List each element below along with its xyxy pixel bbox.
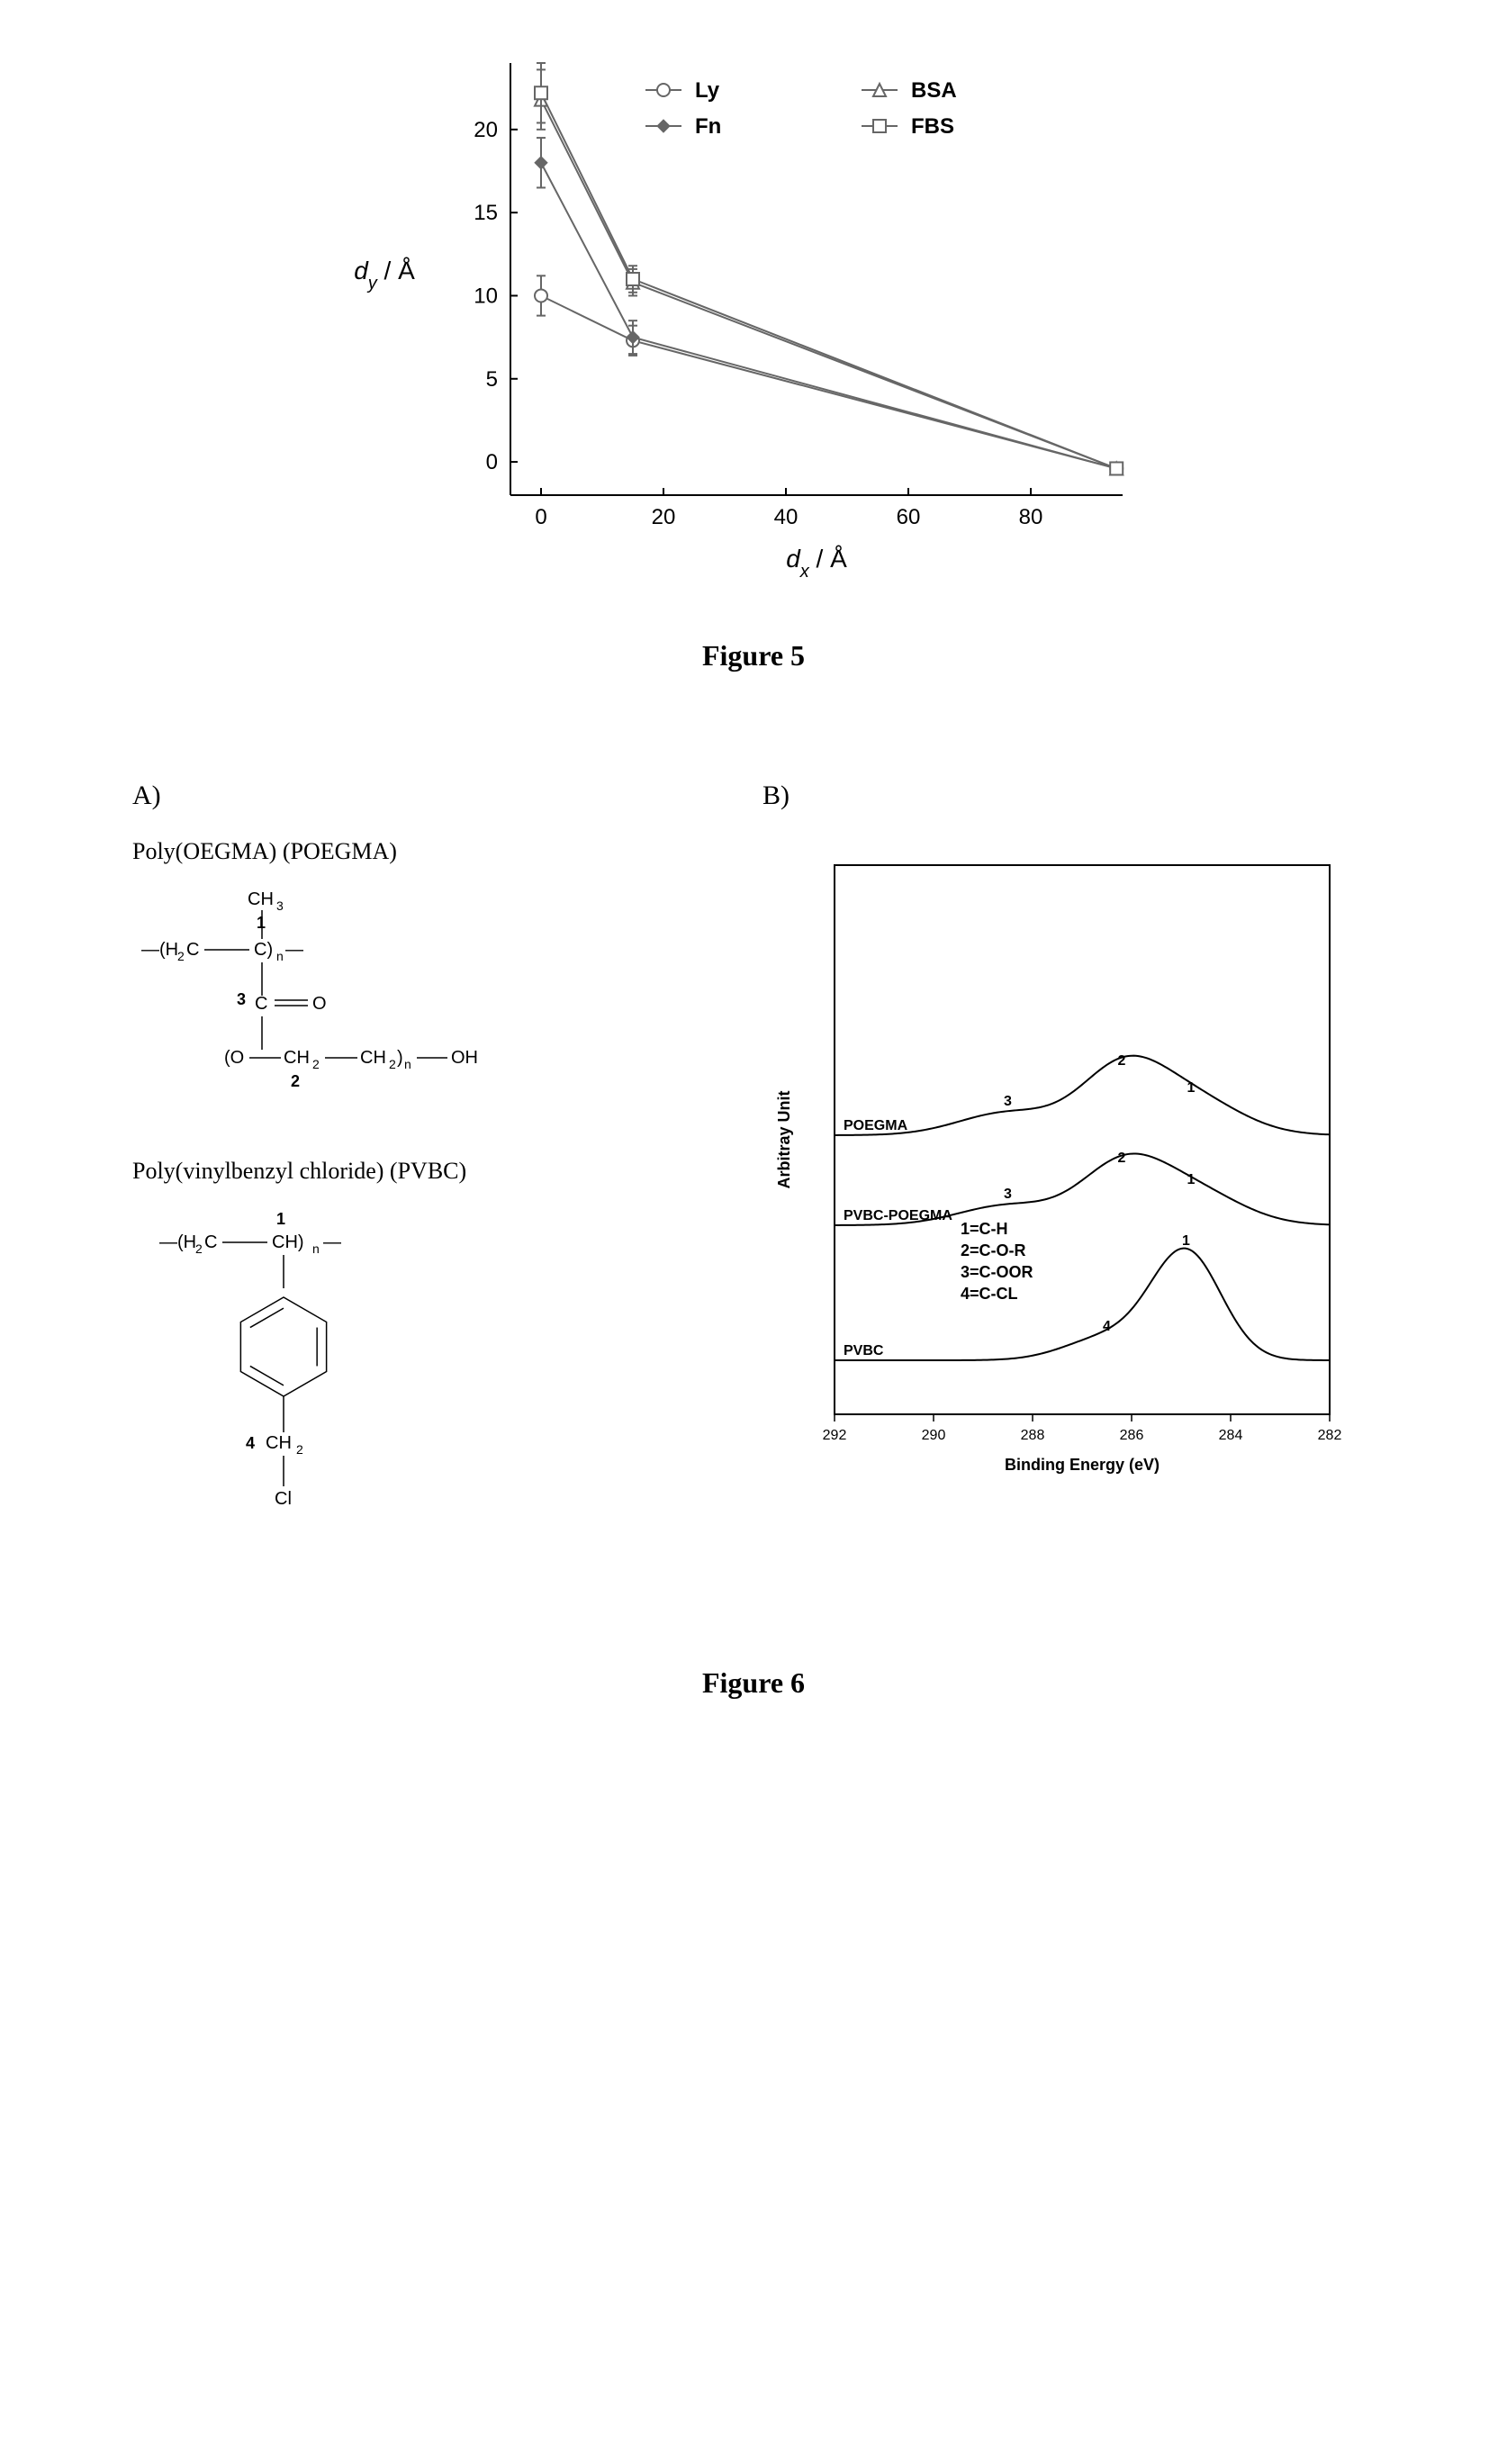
svg-text:n: n	[276, 949, 284, 963]
svg-text:2: 2	[195, 1241, 203, 1256]
polymer-2-structure: —(H2CCH)n—14CH2Cl	[132, 1203, 690, 1585]
svg-text:288: 288	[1021, 1428, 1045, 1443]
polymer-1-title: Poly(OEGMA) (POEGMA)	[132, 838, 690, 865]
svg-text:C: C	[204, 1232, 217, 1252]
svg-text:1: 1	[257, 914, 266, 932]
svg-text:2: 2	[1118, 1151, 1126, 1166]
svg-text:3: 3	[237, 990, 246, 1008]
svg-text:Cl: Cl	[275, 1489, 292, 1509]
svg-text:—: —	[285, 940, 303, 960]
svg-text:OH: OH	[451, 1048, 478, 1068]
svg-text:CH: CH	[248, 889, 274, 909]
svg-text:1: 1	[276, 1210, 285, 1228]
poegma-structure-svg: —(H2CC)n—1CH33CO(OCH2CH2)nOH2	[132, 883, 600, 1117]
svg-text:FBS: FBS	[911, 114, 954, 139]
svg-text:0: 0	[535, 505, 546, 529]
panel-a-label: A)	[132, 781, 690, 811]
svg-text:2=C-O-R: 2=C-O-R	[961, 1241, 1026, 1259]
svg-text:—: —	[323, 1232, 341, 1252]
svg-text:POEGMA: POEGMA	[844, 1118, 908, 1133]
svg-text:4: 4	[246, 1434, 255, 1452]
svg-text:3: 3	[1004, 1187, 1012, 1202]
svg-text:15: 15	[474, 201, 498, 225]
svg-text:): )	[397, 1048, 403, 1068]
figure-6-panel-b: B) 292 290 288 286 284 282 Binding Energy (eV)…	[763, 781, 1375, 1491]
svg-text:—(H: —(H	[159, 1232, 196, 1252]
figure-5-chart: 0 20 40 60 80 0 5 10 15 20 dx / Å dy / Å Ly BSA Fn FBS	[348, 36, 1159, 594]
svg-text:2: 2	[296, 1442, 303, 1457]
panel-b-label: B)	[763, 781, 1375, 811]
svg-text:3=C-OOR: 3=C-OOR	[961, 1263, 1033, 1281]
svg-text:PVBC-POEGMA: PVBC-POEGMA	[844, 1208, 952, 1223]
svg-text:CH: CH	[360, 1048, 386, 1068]
svg-text:Arbitray Unit: Arbitray Unit	[775, 1090, 793, 1188]
svg-text:2: 2	[1118, 1053, 1126, 1069]
svg-text:2: 2	[312, 1057, 320, 1071]
svg-text:2: 2	[177, 949, 185, 963]
figure-5-container: 02040608005101520dx / Ådy / ÅLyBSAFnFBS …	[36, 36, 1471, 672]
svg-text:290: 290	[922, 1428, 946, 1443]
figure-5-caption: Figure 5	[36, 639, 1471, 672]
svg-text:PVBC: PVBC	[844, 1343, 884, 1358]
svg-text:60: 60	[897, 505, 921, 529]
figure-6b-xps-chart: 292 290 288 286 284 282 Binding Energy (eV) Arb…	[763, 838, 1357, 1486]
svg-text:Binding Energy (eV): Binding Energy (eV)	[1005, 1456, 1160, 1474]
svg-text:dx / Å: dx / Å	[786, 545, 847, 582]
svg-text:286: 286	[1120, 1428, 1144, 1443]
svg-text:80: 80	[1019, 505, 1043, 529]
svg-text:2: 2	[291, 1072, 300, 1090]
svg-text:Fn: Fn	[695, 114, 721, 139]
svg-text:C: C	[255, 994, 267, 1014]
svg-text:—(H: —(H	[141, 940, 178, 960]
svg-text:CH: CH	[284, 1048, 310, 1068]
svg-text:CH): CH)	[272, 1232, 304, 1252]
figure-6-caption: Figure 6	[36, 1666, 1471, 1700]
svg-text:292: 292	[823, 1428, 847, 1443]
svg-text:n: n	[404, 1057, 411, 1071]
svg-text:n: n	[312, 1241, 320, 1256]
svg-text:1=C-H: 1=C-H	[961, 1220, 1008, 1238]
svg-text:BSA: BSA	[911, 78, 957, 103]
figure-5-chart-wrap: 0 20 40 60 80 0 5 10 15 20 dx / Å dy / Å Ly BSA Fn FBS	[36, 36, 1471, 594]
svg-text:dy / Å: dy / Å	[354, 257, 415, 293]
svg-text:Ly: Ly	[695, 78, 720, 103]
figure-6-panels: A) Poly(OEGMA) (POEGMA) —(H2CC)n—1CH33CO…	[36, 781, 1471, 1621]
svg-text:4=C-CL: 4=C-CL	[961, 1285, 1018, 1303]
svg-text:20: 20	[652, 505, 676, 529]
svg-text:C: C	[186, 940, 199, 960]
svg-text:4: 4	[1103, 1319, 1111, 1334]
svg-text:0: 0	[486, 450, 498, 474]
svg-text:282: 282	[1318, 1428, 1342, 1443]
svg-text:2: 2	[389, 1057, 396, 1071]
svg-text:20: 20	[474, 118, 498, 142]
svg-text:3: 3	[276, 898, 284, 913]
pvbc-structure-svg: —(H2CCH)n—14CH2Cl	[132, 1203, 510, 1581]
polymer-2-title: Poly(vinylbenzyl chloride) (PVBC)	[132, 1158, 690, 1185]
svg-text:40: 40	[774, 505, 799, 529]
svg-text:3: 3	[1004, 1094, 1012, 1109]
svg-text:1: 1	[1187, 1172, 1196, 1187]
polymer-1-structure: —(H2CC)n—1CH33CO(OCH2CH2)nOH2	[132, 883, 690, 1122]
svg-text:1: 1	[1187, 1080, 1196, 1096]
svg-text:5: 5	[486, 367, 498, 392]
svg-text:(O: (O	[224, 1048, 244, 1068]
figure-6-panel-a: A) Poly(OEGMA) (POEGMA) —(H2CC)n—1CH33CO…	[132, 781, 690, 1621]
svg-text:CH: CH	[266, 1433, 292, 1453]
svg-text:10: 10	[474, 284, 498, 308]
svg-text:284: 284	[1219, 1428, 1243, 1443]
svg-text:C): C)	[254, 940, 273, 960]
svg-text:O: O	[312, 994, 327, 1014]
figure-6-container: A) Poly(OEGMA) (POEGMA) —(H2CC)n—1CH33CO…	[36, 781, 1471, 1700]
svg-text:1: 1	[1182, 1233, 1190, 1249]
